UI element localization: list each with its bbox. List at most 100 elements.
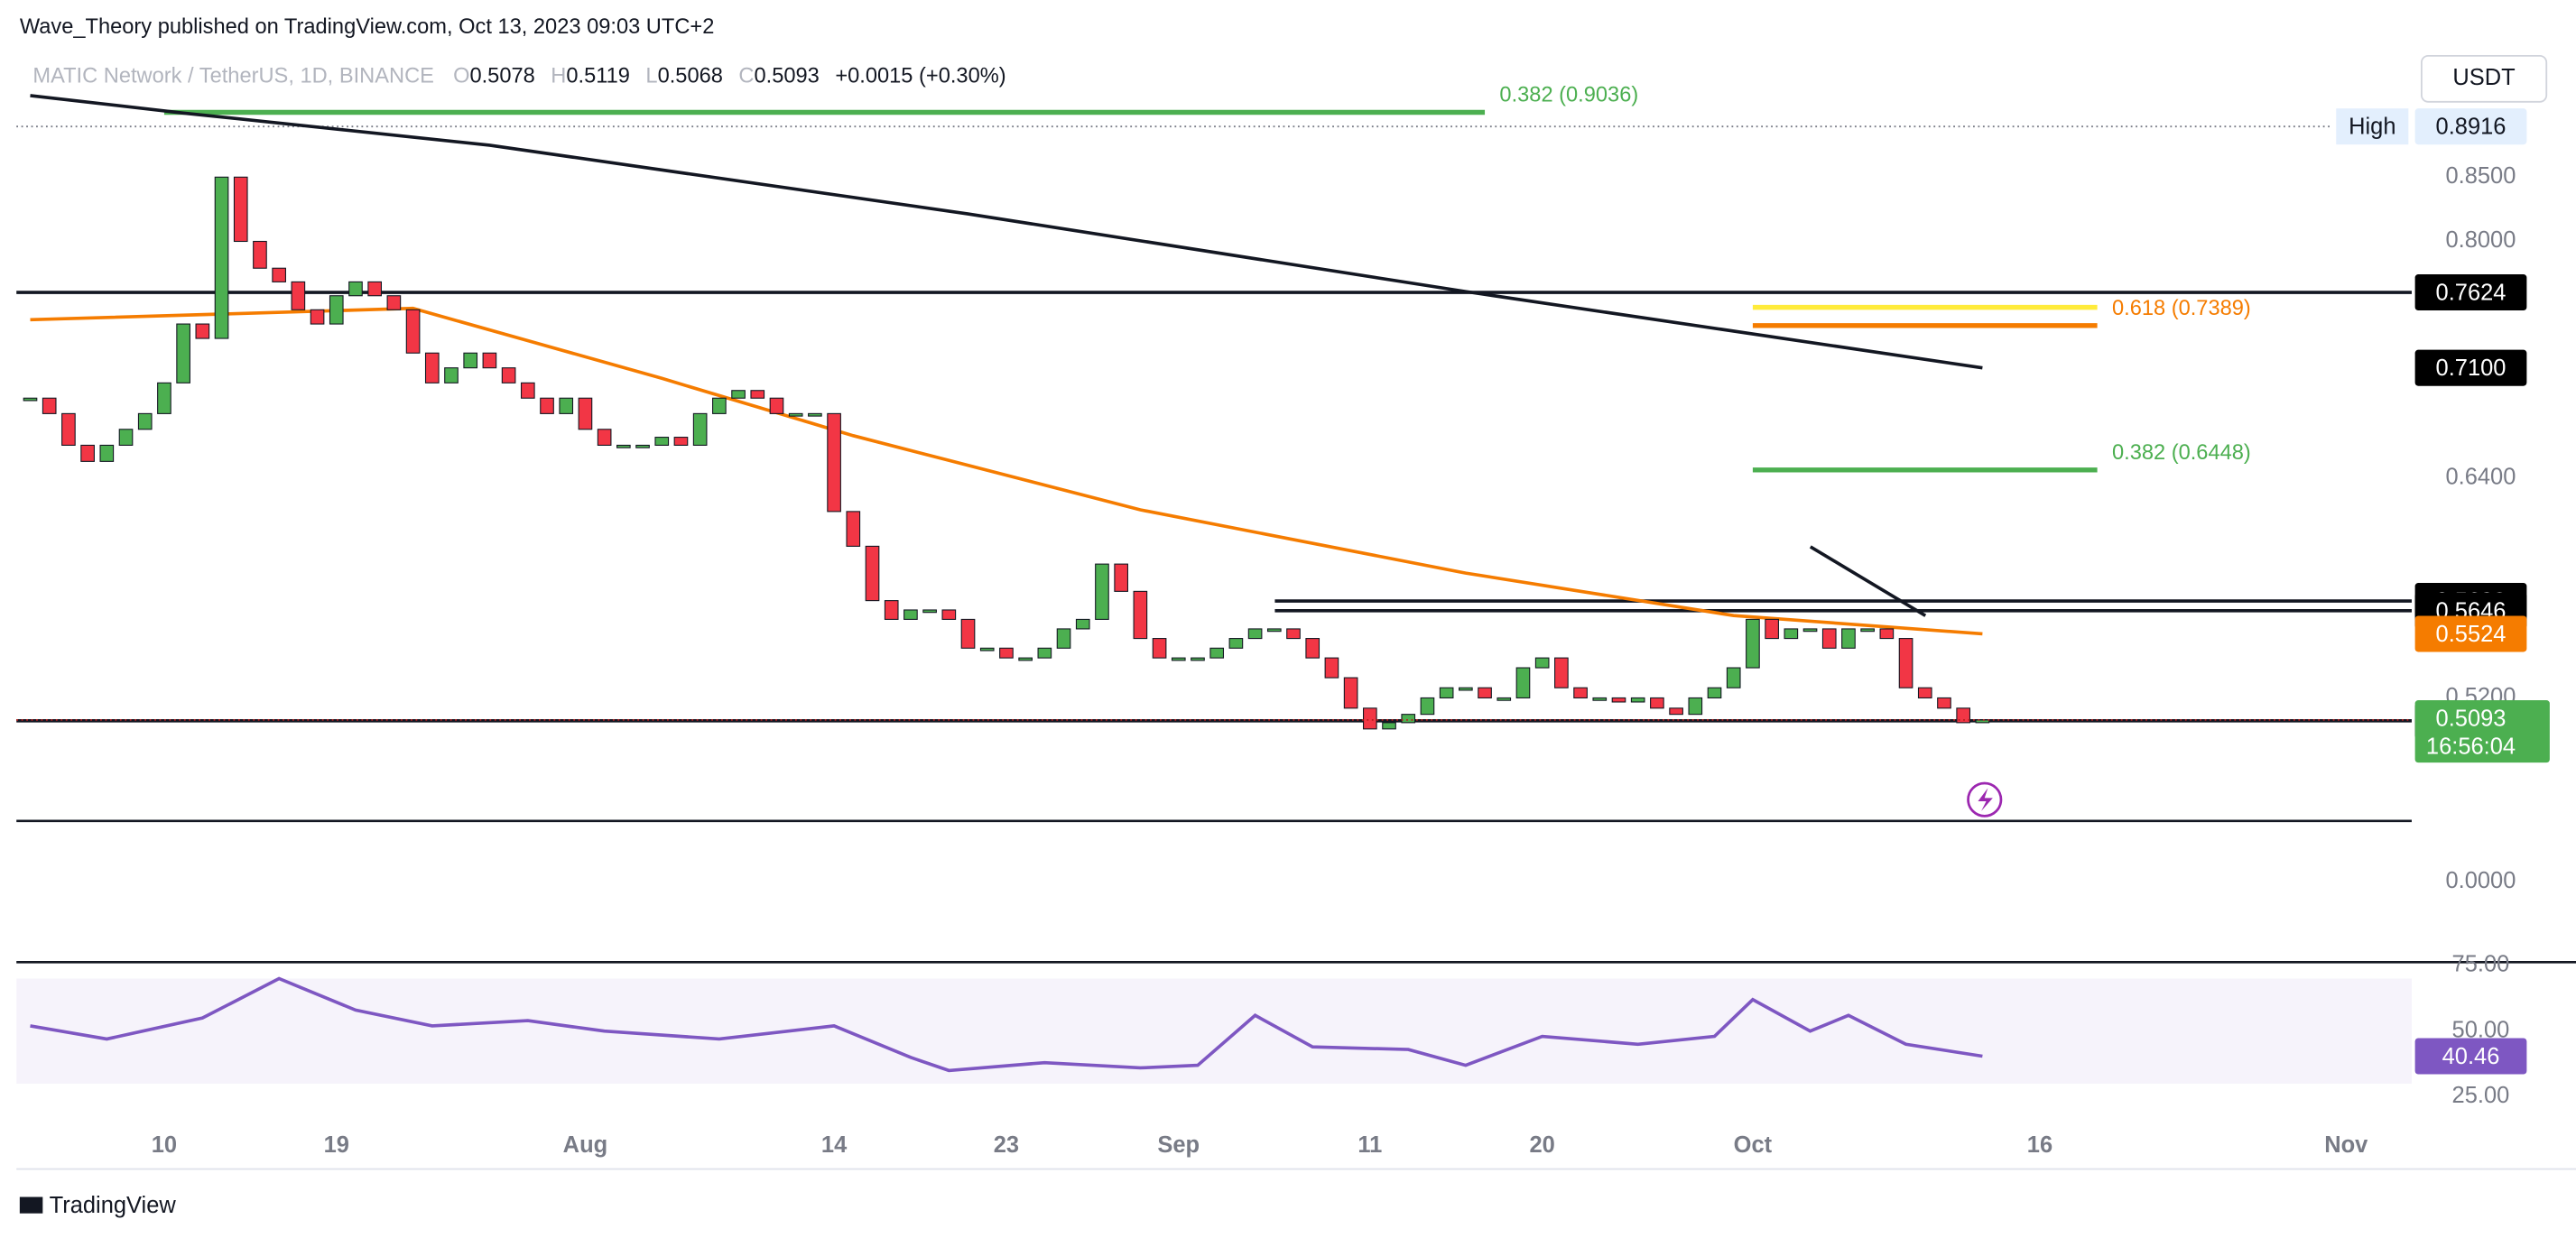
candle-body: [1688, 697, 1703, 716]
ma-label: 0.5524: [2436, 622, 2507, 647]
close-label: C: [738, 65, 754, 88]
y-tick-label: 0.6400: [2445, 464, 2516, 489]
candle-body: [99, 444, 115, 462]
candle-body: [1956, 707, 1971, 724]
candle-body: [578, 397, 593, 430]
candle-body: [769, 397, 784, 414]
ma-label: 0.7100: [2436, 356, 2507, 381]
candle-body: [692, 412, 708, 446]
candle-body: [1669, 707, 1683, 716]
candle-body: [1114, 563, 1128, 592]
candle-body: [731, 390, 746, 399]
candle-body: [1075, 618, 1090, 630]
currency-button[interactable]: [2420, 54, 2548, 103]
high-value-box: [2414, 108, 2527, 145]
candle-body: [1802, 628, 1818, 633]
close-value: 0.5093: [755, 65, 820, 88]
candle-body: [1305, 638, 1320, 659]
candle-body: [1746, 618, 1760, 669]
candle-body: [808, 412, 822, 417]
candle-body: [118, 429, 134, 446]
candle-body: [1266, 628, 1282, 633]
candle-body: [1841, 628, 1856, 649]
currency[interactable]: USDT: [2452, 65, 2515, 90]
candle-body: [616, 444, 631, 448]
candle-body: [1478, 687, 1492, 698]
candle-body: [1765, 618, 1779, 640]
ma-label-box: [2414, 349, 2527, 386]
candle-body: [463, 352, 478, 369]
fib-label: 0.382 (0.9036): [1499, 84, 1638, 107]
candle-body: [1095, 563, 1109, 620]
candle-body: [501, 367, 516, 383]
candle-body: [1459, 687, 1473, 691]
open-value: 0.5078: [469, 65, 534, 88]
candle-body: [1056, 628, 1071, 649]
candle-body: [1171, 657, 1186, 661]
candle-body: [520, 382, 535, 399]
high-value: 0.5119: [566, 65, 630, 88]
candle-body: [1515, 667, 1531, 698]
candle-body: [329, 295, 344, 325]
x-tick-label: Sep: [1157, 1132, 1200, 1158]
low-label: L: [645, 65, 657, 88]
rsi-value: 40.46: [2442, 1044, 2500, 1069]
x-tick-label: 23: [994, 1132, 1019, 1158]
candle-body: [348, 281, 363, 297]
candle-body: [1152, 638, 1167, 659]
candle-body: [444, 367, 459, 383]
candle-body: [42, 397, 57, 414]
candle-body: [1821, 628, 1837, 649]
candle-body: [1191, 657, 1205, 661]
candle-body: [1496, 697, 1512, 701]
alert-icon-glyph: [1978, 788, 1993, 811]
candle-body: [1630, 697, 1645, 703]
candle-body: [865, 545, 880, 602]
candle-body: [597, 429, 612, 446]
candle-body: [1937, 697, 1951, 709]
candle-body: [1324, 657, 1339, 679]
candle-body: [1037, 647, 1052, 659]
candle-body: [1420, 697, 1435, 716]
candle-body: [386, 295, 402, 310]
rsi-tick-label: 75.00: [2452, 952, 2510, 977]
x-tick-label: 19: [324, 1132, 349, 1158]
x-tick-label: 16: [2027, 1132, 2052, 1158]
trend-line: [1809, 545, 1927, 617]
candle-body: [559, 397, 574, 414]
candle-body: [750, 390, 765, 399]
candle-body: [1382, 722, 1396, 730]
candle-body: [1362, 707, 1377, 730]
change: +0.0015 (+0.30%): [835, 65, 1005, 88]
moving-average: [30, 94, 1983, 370]
candle-body: [253, 240, 267, 269]
low-value: 0.5068: [658, 65, 723, 88]
candle-body: [960, 618, 976, 649]
candle-body: [1554, 657, 1569, 688]
rsi-value-box: [2414, 1038, 2527, 1075]
candle-body: [1573, 687, 1588, 698]
candle-body: [1879, 628, 1895, 640]
candle-body: [310, 309, 325, 325]
candle-body: [903, 609, 918, 620]
candle-body: [1133, 590, 1148, 640]
macd-tick-label: 0.0000: [2445, 868, 2516, 893]
candle-body: [157, 382, 171, 414]
countdown: 16:56:04: [2426, 734, 2516, 760]
candle-body: [540, 397, 554, 414]
candle-body: [367, 281, 383, 297]
candle-body: [1286, 628, 1301, 640]
candle-body: [673, 437, 689, 446]
high-value: 0.8916: [2436, 115, 2507, 140]
candle-body: [922, 609, 937, 614]
candle-body: [272, 267, 286, 282]
level-label: 0.7624: [2436, 281, 2507, 306]
candle-body: [1650, 697, 1664, 709]
rsi-band: [16, 978, 2412, 1084]
candle-body: [1439, 687, 1454, 698]
candle-body: [1228, 638, 1244, 649]
candle-body: [1247, 628, 1263, 640]
candle-body: [1975, 719, 1990, 724]
current-price: 0.5093: [2436, 707, 2507, 732]
candle-body: [1401, 714, 1416, 724]
